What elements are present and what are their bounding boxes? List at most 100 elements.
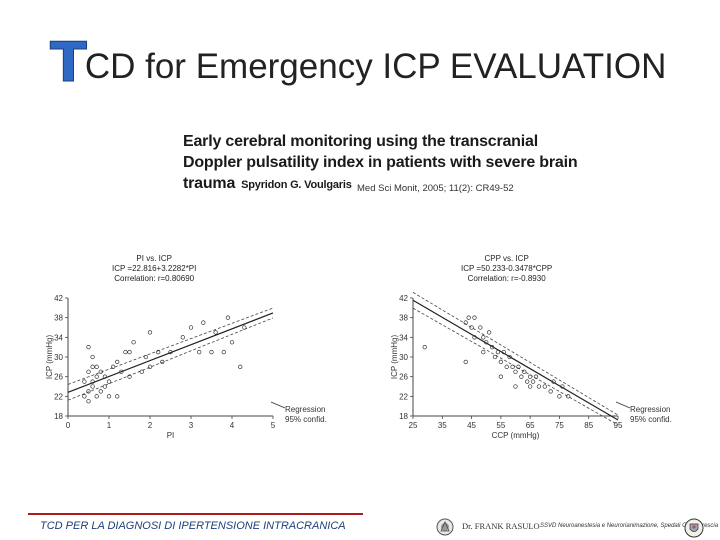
chart2-x-label: CCP (mmHg) [492,431,540,440]
chart2-point [481,349,486,355]
chart1-y-tick-label: 34 [54,333,63,342]
chart1-point [82,394,87,399]
paper-author: Spyridon G. Voulgaris [241,179,352,191]
chart2-x-tick-label: 35 [438,421,447,430]
chart2-point [525,379,530,384]
chart1-legend-confid: 95% confid. [285,415,327,424]
chart1-x-tick-label: 4 [230,421,235,430]
chart1-point [131,340,136,345]
chart2-y-tick-label: 42 [399,294,408,303]
chart2-point [478,325,483,330]
chart1-point [106,394,112,399]
chart1-x-label: PI [167,431,175,440]
chart1-point [147,364,153,369]
chart1-y-tick-label: 26 [54,373,63,382]
chart1-point [102,374,108,379]
paper-title: Early cerebral monitoring using the tran… [183,131,578,196]
title-initial: T [50,31,88,94]
chart2-point [533,374,539,379]
chart1-point [147,330,153,335]
chart2-point [516,364,521,369]
chart1-annotation-line-3: Correlation: r=0.80690 [114,274,195,283]
chart2-annotation-line-3: Correlation: r=-0.8930 [467,274,546,283]
chart1-point [115,359,120,365]
chart2-point [566,394,571,399]
chart1-point [242,325,247,330]
chart1-x-tick-label: 2 [148,421,153,430]
chart2-x-tick-label: 55 [496,421,505,430]
chart1-point [86,369,91,374]
chart2-y-label: ICP (mmHg) [390,335,399,380]
chart2-point [536,384,542,389]
chart1-point [94,394,99,399]
chart2-y-tick-label: 26 [399,373,408,382]
chart1-point [98,369,103,374]
chart2-x-tick-label: 25 [409,421,418,430]
chart1-point [86,345,91,350]
chart2-confidence-upper [412,292,619,416]
chart2-y-tick-label: 18 [399,412,408,421]
chart1-point [188,325,194,330]
chart1-point [180,335,185,340]
chart1-point [90,384,95,389]
chart1-point [82,379,87,384]
chart2-point [484,340,489,345]
chart1-legend-regression: Regression [285,405,325,414]
chart1-point [86,389,91,394]
chart1-point [115,394,120,399]
chart1-y-tick-label: 22 [54,392,63,401]
chart1-point [229,340,235,345]
chart2-legend-confid: 95% confid. [630,415,672,424]
chart1-regression-line [67,312,274,393]
chart1-y-tick-label: 38 [54,314,63,323]
chart1-x-tick-label: 1 [107,421,112,430]
chart1-legend-pointer [270,401,286,409]
chart2-point [530,379,536,384]
chart1-point [90,354,95,360]
chart2-annotation-line-2: ICP =50.233-0.3478*CPP [461,264,553,273]
paper-title-line-2: Doppler pulsatility index in patients wi… [183,154,578,171]
chart1-annotation-line-2: ICP =22.816+3.2282*PI [112,264,197,273]
slide-title: T CD for Emergency ICP EVALUATION [50,31,667,94]
chart2-point [513,384,518,389]
chart2-point [481,335,486,340]
chart1-point [127,374,132,379]
chart2-annotation-line-1: CPP vs. ICP [484,254,529,263]
paper-title-line-3-text: trauma [183,175,236,192]
chart2-point [489,345,495,350]
chart1-point [106,379,112,384]
chart2-x-tick-label: 45 [467,421,476,430]
chart2-point [527,384,533,389]
chart2-point [548,389,553,394]
chart2-point [469,325,474,330]
footer-author-name: Dr. FRANK RASULO [462,521,540,531]
chart2-point [504,364,509,369]
chart2-y-tick-label: 30 [399,353,408,362]
chart1-point [160,359,165,365]
chart2-point [551,379,556,384]
chart2-x-tick-label: 75 [555,421,564,430]
title-text: CD for Emergency ICP EVALUATION [84,47,667,86]
chart1-point [209,349,214,355]
chart2-point [522,369,527,374]
chart2-legend-regression: Regression [630,405,670,414]
chart2-y-tick-label: 34 [399,333,408,342]
chart2-point [422,345,427,350]
chart2-point [513,369,518,374]
chart1-point [94,374,99,379]
chart2-annotation: CPP vs. ICP ICP =50.233-0.3478*CPP Corre… [461,254,552,284]
chart2-x-tick-label: 85 [584,421,593,430]
chart2-point [463,359,468,365]
footer-rule [28,513,363,515]
chart2-point [560,384,565,389]
chart1-point [168,349,173,355]
chart2-x-tick-label: 65 [526,421,535,430]
chart2-confidence-lower [412,307,619,426]
chart2-point [472,315,477,320]
chart2-y-tick-label: 38 [399,314,408,323]
chart2-legend-pointer [615,401,631,409]
chart1-point [110,364,116,369]
chart2-point [507,354,512,360]
chart1-point [94,364,99,369]
chart1-point [90,364,95,369]
